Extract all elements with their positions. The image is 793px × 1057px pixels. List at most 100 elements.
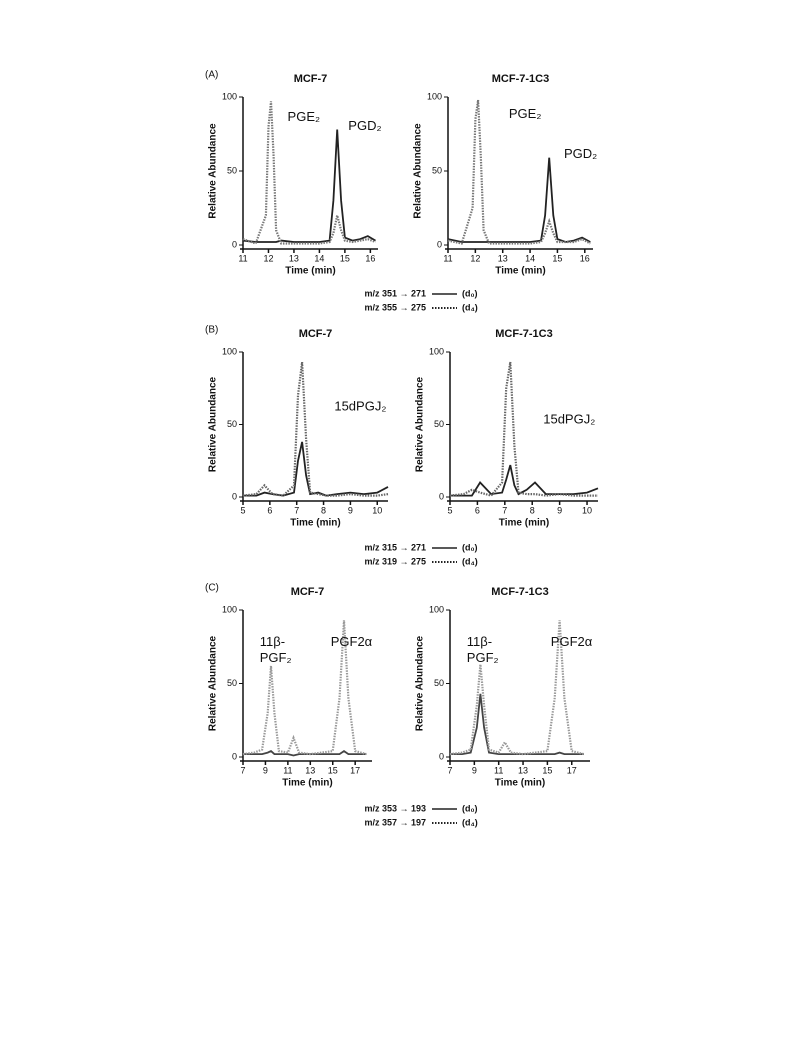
peak-annotation: 11β-: [467, 634, 492, 649]
x-tick-label: 9: [472, 765, 477, 775]
x-axis-label: Time (min): [495, 778, 545, 789]
x-tick-label: 8: [321, 505, 326, 515]
legend-label: m/z 357 → 197: [364, 817, 426, 827]
y-tick-label: 100: [429, 346, 444, 356]
x-axis-label: Time (min): [285, 266, 335, 277]
peak-annotation: PGF2α: [551, 634, 593, 649]
chart-title: MCF-7: [294, 73, 328, 85]
legend-tag: (d₀): [462, 542, 478, 552]
x-tick-label: 7: [240, 765, 245, 775]
chromatogram-line: [242, 361, 389, 497]
x-tick-label: 15: [328, 765, 338, 775]
y-tick-label: 50: [432, 165, 442, 175]
x-tick-label: 7: [294, 505, 299, 515]
x-tick-label: 11: [494, 765, 503, 775]
x-tick-label: 11: [238, 253, 247, 263]
y-axis-label: Relative Abundance: [415, 376, 426, 472]
chromatogram-line: [449, 361, 598, 497]
x-tick-label: 6: [475, 505, 480, 515]
x-tick-label: 17: [567, 765, 577, 775]
chromatogram-line: [447, 99, 591, 245]
chromatogram-line: [242, 101, 376, 245]
peak-annotation: PGF2α: [331, 634, 373, 649]
y-tick-label: 0: [439, 751, 444, 761]
chart-title: MCF-7: [291, 586, 325, 598]
peak-annotation: 15dPGJ₂: [543, 412, 595, 427]
x-tick-label: 5: [240, 505, 245, 515]
peak-annotation: PGF₂: [260, 650, 292, 665]
x-tick-label: 11: [443, 253, 452, 263]
y-axis-label: Relative Abundance: [208, 376, 219, 472]
chromatogram-line: [242, 620, 367, 756]
peak-annotation: 11β-: [260, 634, 285, 649]
y-tick-label: 50: [434, 419, 444, 429]
x-axis-label: Time (min): [290, 518, 340, 529]
y-axis-label: Relative Abundance: [413, 123, 424, 219]
x-tick-label: 16: [365, 253, 375, 263]
legend-label: m/z 315 → 271: [364, 542, 426, 552]
legend-label: m/z 353 → 193: [364, 803, 426, 813]
y-axis-label: Relative Abundance: [415, 635, 426, 731]
x-tick-label: 5: [447, 505, 452, 515]
y-tick-label: 100: [222, 604, 237, 614]
peak-annotation: 15dPGJ₂: [334, 399, 386, 414]
chromatogram-line: [449, 620, 585, 756]
x-tick-label: 9: [557, 505, 562, 515]
x-axis-label: Time (min): [495, 266, 545, 277]
x-tick-label: 15: [340, 253, 350, 263]
legend-tag: (d₀): [462, 803, 478, 813]
x-tick-label: 12: [263, 253, 273, 263]
peak-annotation: PGD₂: [348, 118, 381, 133]
panel-label: (C): [205, 583, 219, 594]
chart-title: MCF-7-1C3: [492, 73, 549, 85]
y-tick-label: 0: [232, 751, 237, 761]
chromatogram-line: [242, 129, 376, 243]
panel-label: (B): [205, 325, 218, 336]
y-tick-label: 50: [227, 419, 237, 429]
x-tick-label: 14: [525, 253, 535, 263]
legend-label: m/z 351 → 271: [364, 288, 426, 298]
y-axis-label: Relative Abundance: [208, 635, 219, 731]
peak-annotation: PGE₂: [288, 109, 321, 124]
x-tick-label: 8: [530, 505, 535, 515]
chart-title: MCF-7-1C3: [491, 586, 548, 598]
legend-label: m/z 319 → 275: [364, 556, 426, 566]
legend-tag: (d₀): [462, 288, 478, 298]
y-tick-label: 100: [427, 91, 442, 101]
legend-tag: (d₄): [462, 302, 478, 312]
chart-title: MCF-7: [299, 328, 333, 340]
x-axis-label: Time (min): [499, 518, 549, 529]
x-tick-label: 9: [263, 765, 268, 775]
y-tick-label: 100: [222, 346, 237, 356]
legend-label: m/z 355 → 275: [364, 302, 426, 312]
chromatogram-line: [243, 441, 389, 497]
y-axis-label: Relative Abundance: [208, 123, 219, 219]
y-tick-label: 0: [232, 491, 237, 501]
panel-label: (A): [205, 70, 218, 81]
chromatogram-line: [447, 157, 591, 243]
y-tick-label: 0: [232, 239, 237, 249]
x-tick-label: 12: [470, 253, 480, 263]
legend-tag: (d₄): [462, 556, 478, 566]
y-tick-label: 0: [437, 239, 442, 249]
y-tick-label: 50: [434, 678, 444, 688]
y-tick-label: 50: [227, 678, 237, 688]
x-tick-label: 17: [350, 765, 360, 775]
x-tick-label: 13: [498, 253, 508, 263]
x-tick-label: 13: [305, 765, 315, 775]
y-tick-label: 0: [439, 491, 444, 501]
chart-title: MCF-7-1C3: [495, 328, 552, 340]
x-tick-label: 7: [502, 505, 507, 515]
x-tick-label: 10: [582, 505, 592, 515]
x-tick-label: 9: [348, 505, 353, 515]
x-tick-label: 16: [580, 253, 590, 263]
chromatogram-line: [243, 750, 367, 757]
x-tick-label: 10: [372, 505, 382, 515]
x-tick-label: 15: [542, 765, 552, 775]
x-tick-label: 13: [289, 253, 299, 263]
x-tick-label: 6: [267, 505, 272, 515]
y-tick-label: 50: [227, 165, 237, 175]
legend-tag: (d₄): [462, 817, 478, 827]
x-tick-label: 13: [518, 765, 528, 775]
